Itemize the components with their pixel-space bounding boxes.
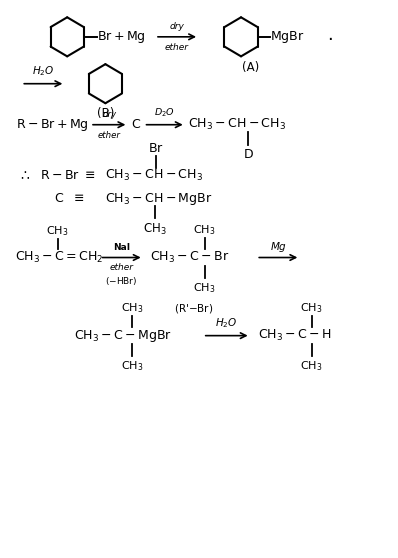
Text: $\rm CH_3-C{=}CH_2$: $\rm CH_3-C{=}CH_2$ xyxy=(15,250,103,265)
Text: dry: dry xyxy=(170,22,184,31)
Text: $\rm CH_3-CH-CH_3$: $\rm CH_3-CH-CH_3$ xyxy=(105,168,203,183)
Text: $H_2O$: $H_2O$ xyxy=(32,64,55,78)
Text: $\rm CH_3$: $\rm CH_3$ xyxy=(47,224,69,238)
Text: (R'$-$Br): (R'$-$Br) xyxy=(174,302,213,315)
Text: dry: dry xyxy=(102,110,116,119)
Text: $\rm CH_3$: $\rm CH_3$ xyxy=(193,281,216,295)
Text: $\rm Br$: $\rm Br$ xyxy=(148,142,164,155)
Text: D: D xyxy=(244,148,253,161)
Text: $\rm CH_3$: $\rm CH_3$ xyxy=(121,301,143,315)
Text: $H_2O$: $H_2O$ xyxy=(215,316,238,330)
Text: $\rm CH_3-C-H$: $\rm CH_3-C-H$ xyxy=(258,328,332,343)
Text: $\rm R-Br\ \equiv$: $\rm R-Br\ \equiv$ xyxy=(41,169,96,182)
Text: $\rm CH_3$: $\rm CH_3$ xyxy=(193,223,216,237)
Text: ($-$HBr): ($-$HBr) xyxy=(105,275,138,287)
Text: $\rm CH_3$: $\rm CH_3$ xyxy=(121,359,143,373)
Text: NaI: NaI xyxy=(113,243,130,252)
Text: (B): (B) xyxy=(97,107,114,120)
Text: $\rm CH_3-C-Br$: $\rm CH_3-C-Br$ xyxy=(150,250,229,265)
Text: $\rm Br+Mg$: $\rm Br+Mg$ xyxy=(98,29,146,45)
Text: $\rm CH_3-CH-CH_3$: $\rm CH_3-CH-CH_3$ xyxy=(188,117,287,132)
Text: Mg: Mg xyxy=(271,242,286,252)
Text: ether: ether xyxy=(98,131,121,140)
Text: $\rm R-Br+Mg$: $\rm R-Br+Mg$ xyxy=(16,117,88,133)
Text: $\rm CH_3$: $\rm CH_3$ xyxy=(300,301,323,315)
Text: $\rm C$: $\rm C$ xyxy=(131,118,141,131)
Text: $\rm C\ \ \equiv$: $\rm C\ \ \equiv$ xyxy=(54,193,84,205)
Text: ether: ether xyxy=(165,43,189,52)
Text: ether: ether xyxy=(109,263,134,272)
Text: $\rm CH_3$: $\rm CH_3$ xyxy=(143,222,167,237)
Text: $D_2O$: $D_2O$ xyxy=(154,107,175,119)
Text: $\rm CH_3$: $\rm CH_3$ xyxy=(300,359,323,373)
Text: $\rm CH_3-C-MgBr$: $\rm CH_3-C-MgBr$ xyxy=(74,328,172,344)
Text: $\therefore$: $\therefore$ xyxy=(18,169,30,182)
Text: $\rm CH_3-CH-MgBr$: $\rm CH_3-CH-MgBr$ xyxy=(105,191,213,207)
Text: .: . xyxy=(327,26,333,44)
Text: (A): (A) xyxy=(242,61,259,74)
Text: $\rm MgBr$: $\rm MgBr$ xyxy=(271,29,305,45)
